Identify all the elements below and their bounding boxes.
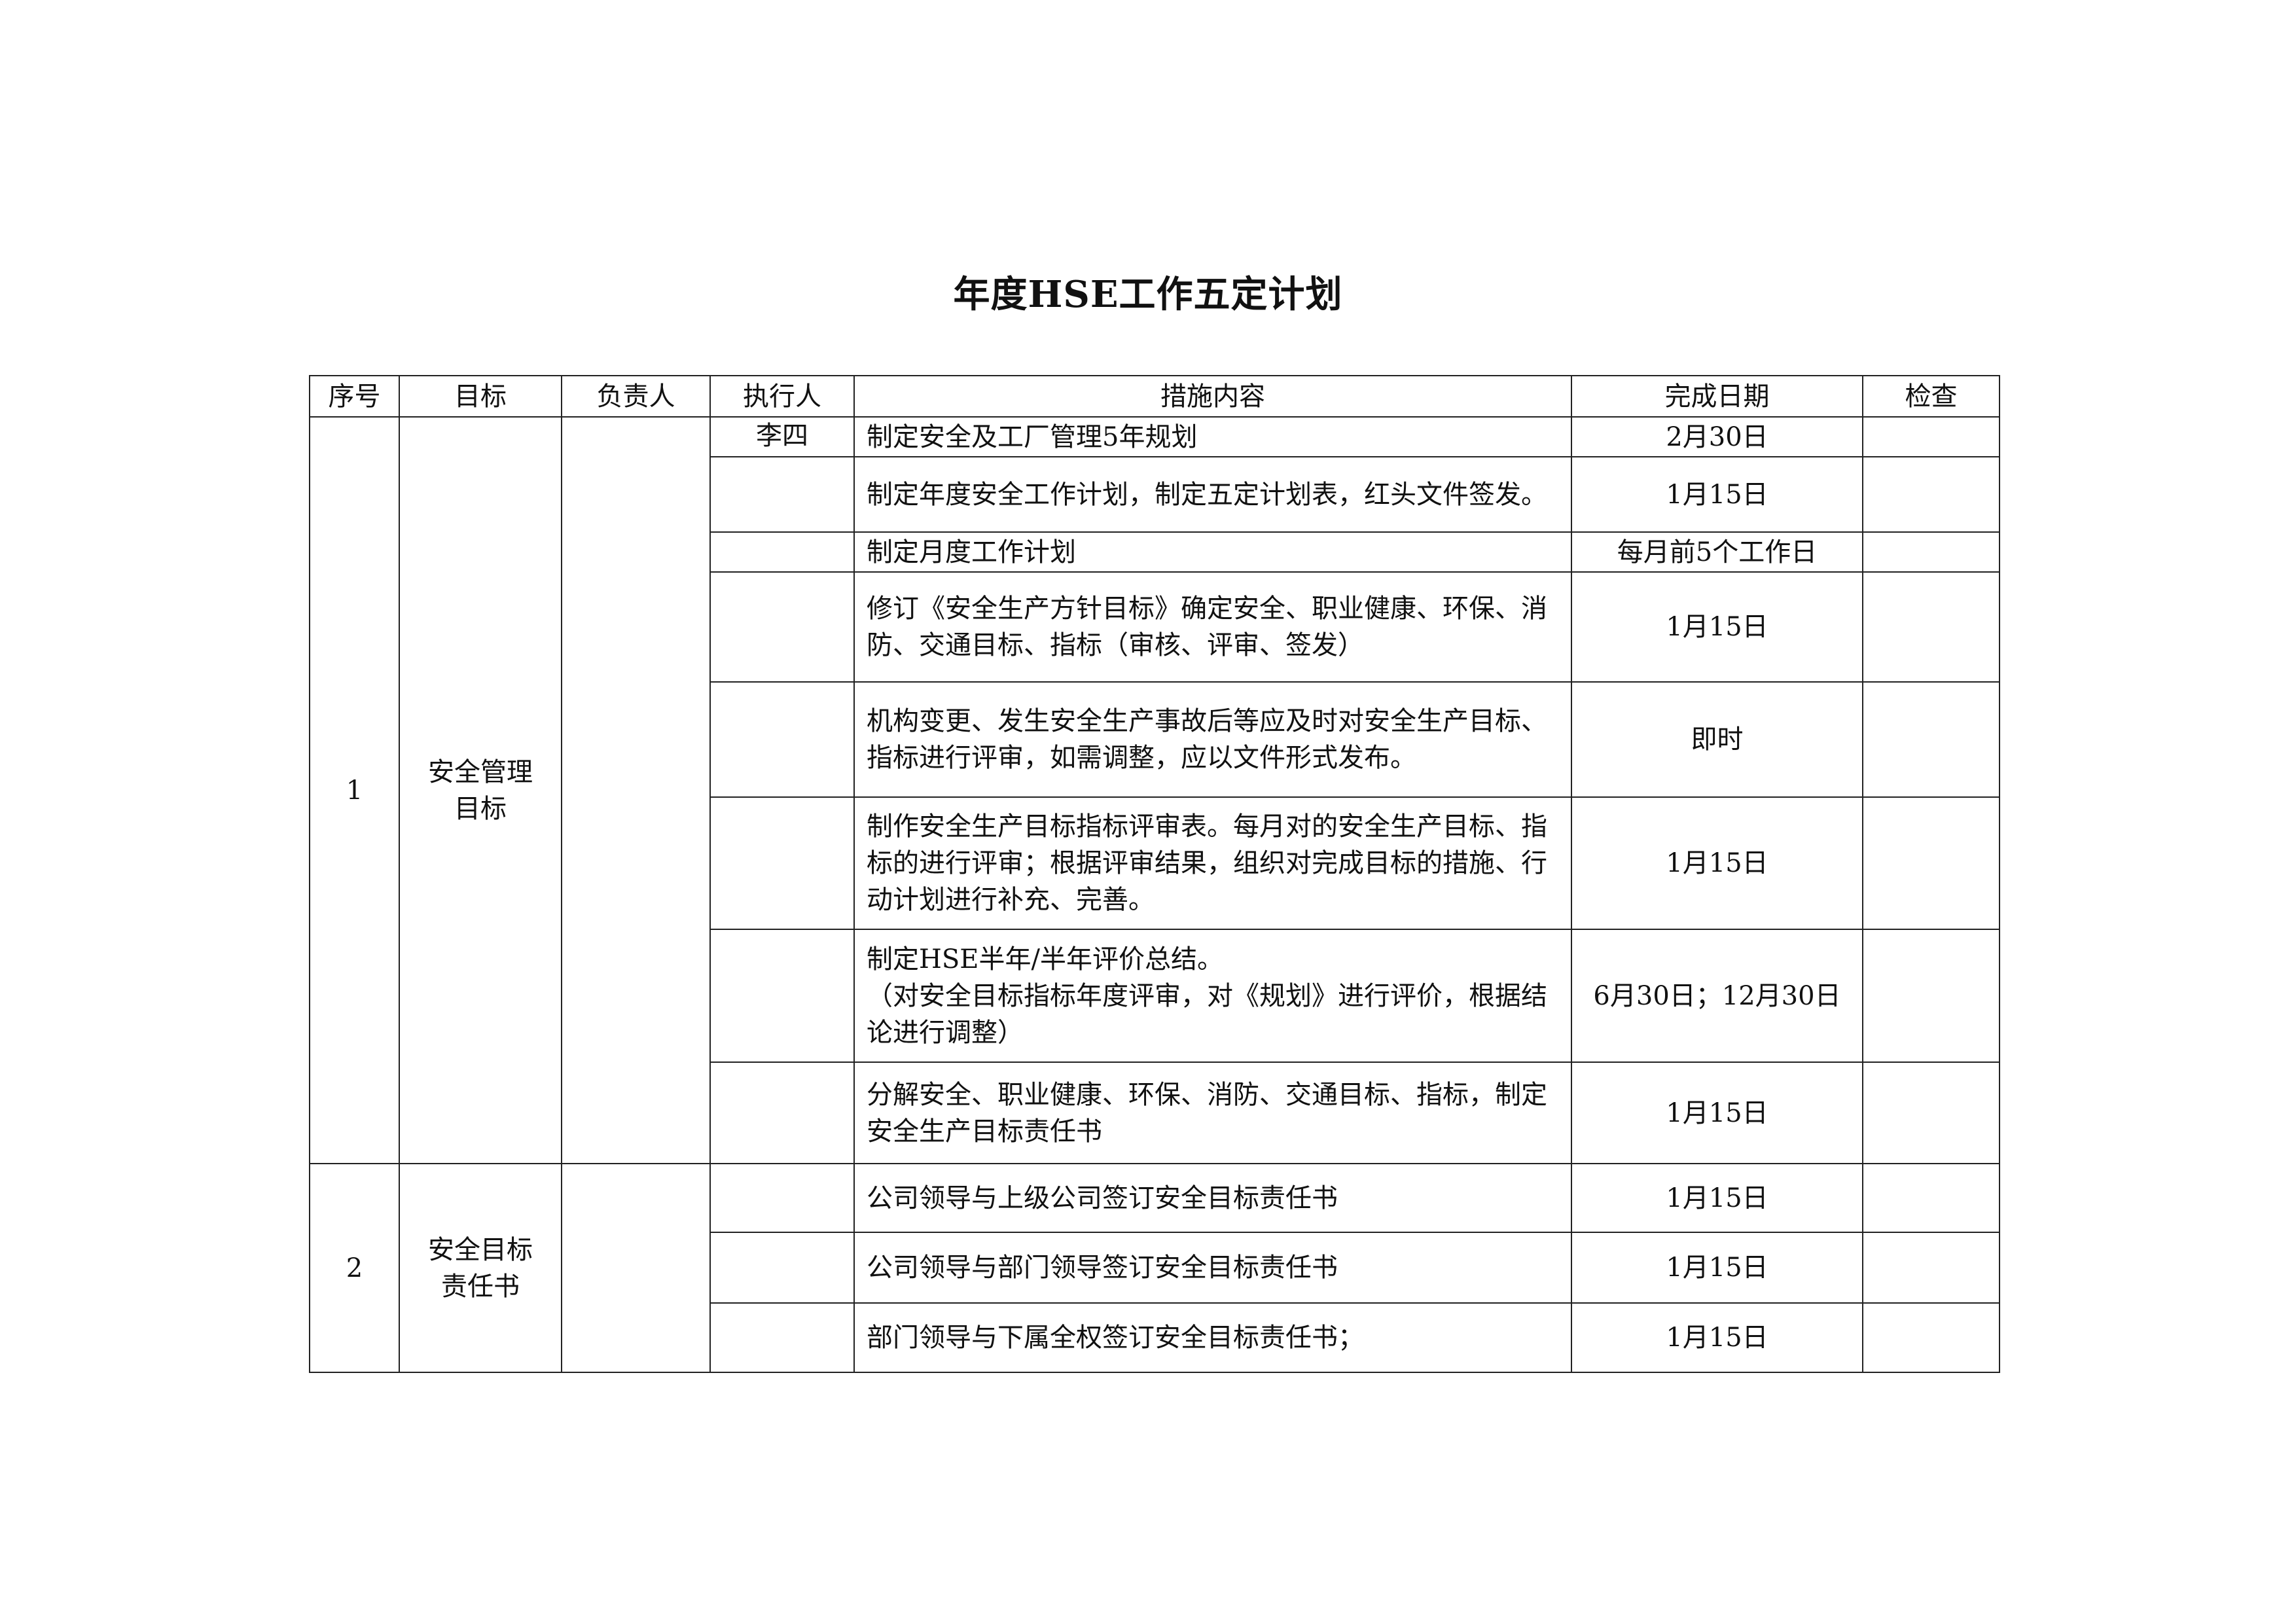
measure-cell: 制定年度安全工作计划，制定五定计划表，红头文件签发。 [853, 456, 1572, 533]
executor-cell [709, 571, 855, 683]
check-cell [1862, 1061, 2000, 1164]
check-cell [1862, 1232, 2000, 1304]
date-cell: 即时 [1571, 681, 1863, 798]
header-row: 序号 目标 负责人 执行人 措施内容 完成日期 检查 [309, 375, 2000, 418]
measure-cell: 分解安全、职业健康、环保、消防、交通目标、指标，制定安全生产目标责任书 [853, 1061, 1572, 1164]
measure-cell: 公司领导与部门领导签订安全目标责任书 [853, 1232, 1572, 1304]
measure-cell: 制作安全生产目标指标评审表。每月对的安全生产目标、指标的进行评审；根据评审结果，… [853, 796, 1572, 930]
date-cell: 1月15日 [1571, 1163, 1863, 1233]
date-cell: 1月15日 [1571, 1302, 1863, 1373]
table-row: 制定月度工作计划 每月前5个工作日 [310, 531, 2000, 573]
executor-cell [709, 929, 855, 1063]
responsible-cell [561, 416, 711, 1164]
header-executor: 执行人 [709, 375, 855, 418]
check-cell [1862, 1163, 2000, 1233]
table-row: 1 安全管理目标 李四 制定安全及工厂管理5年规划 2月30日 [309, 416, 2000, 1164]
table-row: 制定HSE半年/半年评价总结。 （对安全目标指标年度评审，对《规划》进行评价，根… [310, 929, 2000, 1063]
table-row: 制定年度安全工作计划，制定五定计划表，红头文件签发。 1月15日 [310, 456, 2000, 533]
date-cell: 1月15日 [1571, 1061, 1863, 1164]
header-measure: 措施内容 [853, 375, 1572, 418]
table-row: 机构变更、发生安全生产事故后等应及时对安全生产目标、指标进行评审，如需调整，应以… [310, 681, 2000, 798]
check-cell [1862, 681, 2000, 798]
measure-cell: 部门领导与下属全权签订安全目标责任书； [853, 1302, 1572, 1373]
seq-cell: 1 [309, 416, 400, 1164]
executor-cell [709, 1302, 855, 1373]
measure-cell: 制定HSE半年/半年评价总结。 （对安全目标指标年度评审，对《规划》进行评价，根… [853, 929, 1572, 1063]
date-cell: 2月30日 [1571, 416, 1863, 457]
date-cell: 1月15日 [1571, 796, 1863, 930]
check-cell [1862, 929, 2000, 1063]
table-row: 修订《安全生产方针目标》确定安全、职业健康、环保、消防、交通目标、指标（审核、评… [310, 571, 2000, 683]
executor-cell [709, 1232, 855, 1304]
executor-cell [709, 1061, 855, 1164]
executor-cell: 李四 [709, 416, 855, 457]
responsible-cell [561, 1163, 711, 1373]
header-date: 完成日期 [1571, 375, 1863, 418]
check-cell [1862, 531, 2000, 573]
table-row: 制作安全生产目标指标评审表。每月对的安全生产目标、指标的进行评审；根据评审结果，… [310, 796, 2000, 930]
seq-cell: 2 [309, 1163, 400, 1373]
table-row: 公司领导与部门领导签订安全目标责任书 1月15日 [310, 1232, 2000, 1304]
goal-cell: 安全目标责任书 [399, 1163, 562, 1373]
header-check: 检查 [1862, 375, 2000, 418]
table-row: 分解安全、职业健康、环保、消防、交通目标、指标，制定安全生产目标责任书 1月15日 [310, 1061, 2000, 1164]
check-cell [1862, 571, 2000, 683]
check-cell [1862, 456, 2000, 533]
date-cell: 每月前5个工作日 [1571, 531, 1863, 573]
date-cell: 1月15日 [1571, 1232, 1863, 1304]
check-cell [1862, 416, 2000, 457]
table-row: 部门领导与下属全权签订安全目标责任书； 1月15日 [310, 1302, 2000, 1373]
header-goal: 目标 [399, 375, 562, 418]
table-row: 2 安全目标责任书 公司领导与上级公司签订安全目标责任书 1月15日 [309, 1163, 2000, 1373]
check-cell [1862, 1302, 2000, 1373]
executor-cell [709, 531, 855, 573]
measure-cell: 修订《安全生产方针目标》确定安全、职业健康、环保、消防、交通目标、指标（审核、评… [853, 571, 1572, 683]
measure-cell: 制定月度工作计划 [853, 531, 1572, 573]
date-cell: 1月15日 [1571, 456, 1863, 533]
date-cell: 1月15日 [1571, 571, 1863, 683]
header-seq: 序号 [309, 375, 400, 418]
check-cell [1862, 796, 2000, 930]
executor-cell [709, 796, 855, 930]
plan-table: 序号 目标 负责人 执行人 措施内容 完成日期 检查 1 安全管理目标 李四 制定安全… [309, 375, 2000, 1373]
executor-cell [709, 456, 855, 533]
goal-cell: 安全管理目标 [399, 416, 562, 1164]
executor-cell [709, 1163, 855, 1233]
measure-cell: 机构变更、发生安全生产事故后等应及时对安全生产目标、指标进行评审，如需调整，应以… [853, 681, 1572, 798]
executor-cell [709, 681, 855, 798]
measure-cell: 公司领导与上级公司签订安全目标责任书 [853, 1163, 1572, 1233]
document-title: 年度HSE工作五定计划 [953, 273, 1343, 316]
date-cell: 6月30日；12月30日 [1571, 929, 1863, 1063]
measure-cell: 制定安全及工厂管理5年规划 [853, 416, 1572, 457]
header-responsible: 负责人 [561, 375, 711, 418]
